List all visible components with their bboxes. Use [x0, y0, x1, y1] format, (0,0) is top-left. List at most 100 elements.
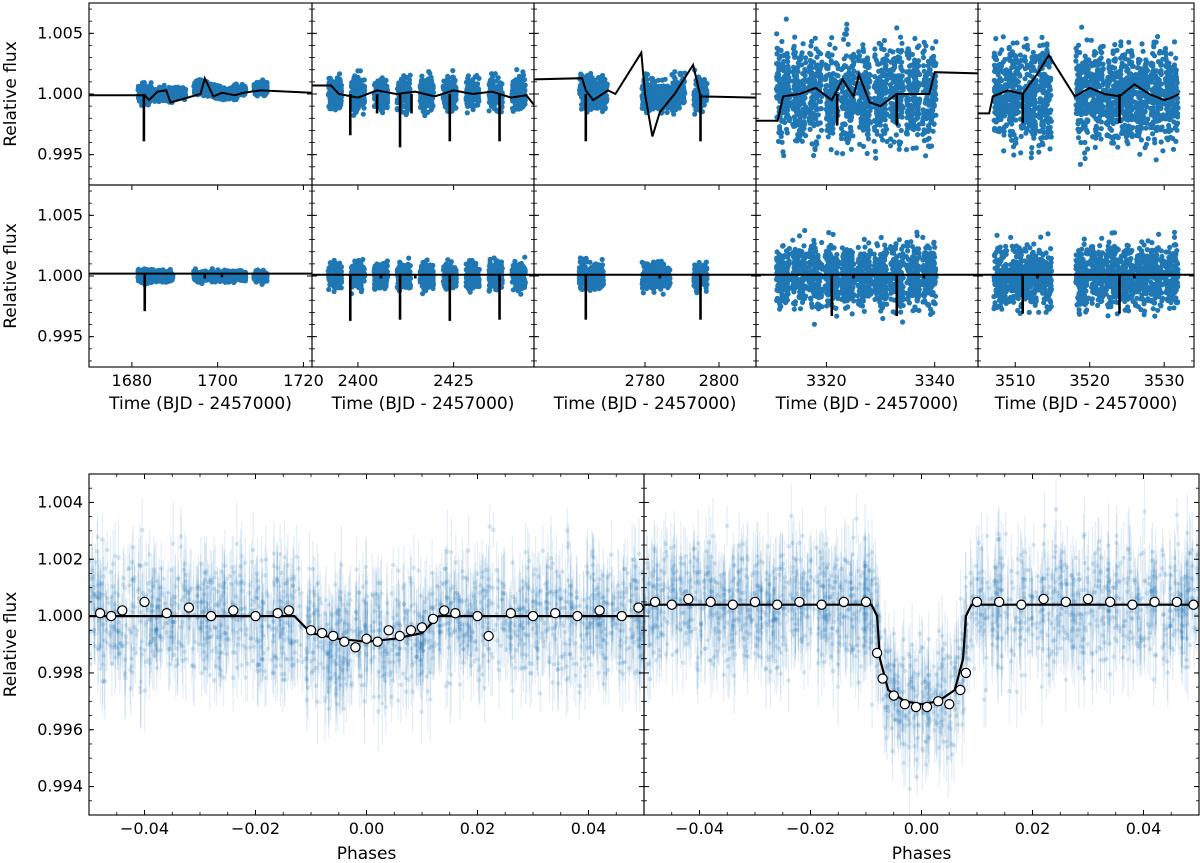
data-point [839, 89, 846, 95]
data-point [849, 114, 855, 120]
data-point [834, 150, 840, 156]
data-point [801, 120, 807, 126]
data-point [510, 84, 516, 90]
data-point [892, 59, 898, 65]
data-point [794, 138, 800, 144]
data-point [879, 90, 885, 97]
data-point [829, 35, 835, 41]
data-point [178, 87, 184, 93]
data-point [883, 62, 889, 68]
data-point [851, 68, 857, 74]
data-point [470, 88, 476, 94]
data-point [876, 68, 882, 74]
data-point [808, 116, 815, 122]
data-point [355, 74, 361, 81]
data-point [811, 121, 817, 127]
data-point [802, 72, 808, 79]
data-point [671, 81, 677, 87]
data-point [879, 60, 885, 66]
data-point [428, 74, 434, 80]
data-point [818, 63, 824, 69]
data-point [888, 85, 895, 91]
data-point [907, 69, 913, 76]
data-point [486, 99, 492, 105]
data-point [597, 88, 603, 94]
data-point [333, 99, 340, 105]
data-point [903, 147, 910, 153]
data-point [643, 72, 650, 78]
data-point [448, 84, 454, 90]
data-point [357, 68, 363, 74]
data-point [520, 69, 526, 75]
data-point [872, 52, 878, 58]
data-point [808, 43, 814, 49]
data-point [651, 82, 657, 88]
data-point [785, 114, 791, 120]
data-point [933, 39, 939, 45]
data-point [888, 75, 895, 81]
data-point [444, 81, 451, 87]
data-point [662, 96, 668, 102]
data-point [420, 83, 426, 89]
data-point [795, 60, 801, 66]
data-point [796, 118, 802, 124]
data-point [858, 109, 864, 115]
data-point [486, 108, 492, 114]
data-point [655, 86, 662, 92]
data-point [329, 102, 336, 108]
data-point [664, 89, 670, 95]
data-point [671, 74, 677, 80]
data-point [651, 101, 657, 107]
data-point [781, 58, 787, 65]
data-point [397, 84, 403, 90]
data-point [405, 82, 411, 88]
data-point [809, 110, 815, 116]
data-point [818, 74, 824, 81]
data-point [678, 70, 684, 76]
data-point [656, 91, 662, 97]
data-point [887, 106, 893, 112]
data-point [844, 113, 850, 119]
data-point [802, 67, 808, 73]
data-point [786, 118, 793, 124]
data-point [842, 31, 848, 37]
data-point [809, 141, 815, 147]
data-point [861, 120, 868, 127]
data-point [511, 90, 517, 96]
data-point [262, 82, 269, 88]
data-point [648, 76, 654, 82]
data-point [880, 116, 886, 122]
data-point [378, 101, 384, 107]
data-point [486, 82, 492, 88]
data-point [361, 85, 367, 91]
data-point [817, 98, 824, 105]
data-point [419, 77, 425, 83]
data-point [863, 69, 869, 75]
data-point [774, 61, 780, 67]
data-point [825, 50, 831, 56]
data-point [850, 77, 856, 83]
data-point [783, 53, 790, 59]
data-point [361, 105, 367, 111]
data-point [698, 78, 705, 84]
data-point [912, 101, 919, 107]
data-point [904, 52, 911, 58]
data-point [404, 87, 410, 93]
data-point [693, 87, 699, 93]
data-point [254, 80, 260, 86]
data-point [872, 46, 878, 52]
data-point [445, 73, 451, 79]
data-point [792, 97, 798, 103]
data-point [897, 95, 904, 102]
data-point [912, 57, 918, 63]
data-point [898, 139, 904, 145]
data-point [865, 75, 871, 82]
data-point [786, 103, 792, 109]
data-point [829, 78, 835, 84]
data-point [205, 93, 211, 99]
data-point [860, 48, 867, 55]
data-point [908, 87, 914, 93]
data-point [441, 96, 447, 102]
data-point [835, 73, 841, 79]
